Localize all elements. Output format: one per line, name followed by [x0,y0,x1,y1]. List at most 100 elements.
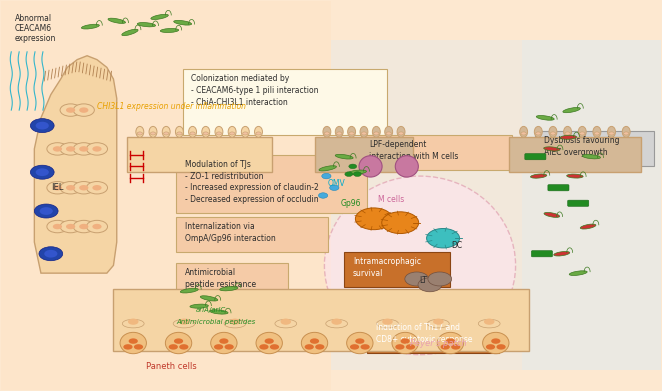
Ellipse shape [108,18,126,23]
Circle shape [336,132,342,135]
Circle shape [609,132,614,135]
Text: Dysbiosis favouring
AIEC overgrowth: Dysbiosis favouring AIEC overgrowth [544,136,620,157]
Text: LPF-dependent
interaction with M cells: LPF-dependent interaction with M cells [369,140,459,161]
Circle shape [260,344,269,350]
Ellipse shape [544,212,559,217]
Circle shape [93,185,101,190]
Text: DC: DC [451,242,462,251]
Circle shape [39,247,63,261]
Circle shape [491,338,500,344]
Circle shape [496,344,506,350]
FancyBboxPatch shape [176,264,288,298]
Text: IEL: IEL [51,183,63,192]
Text: arlA/arlC: arlA/arlC [196,307,226,313]
Ellipse shape [335,126,343,137]
Circle shape [30,165,54,179]
Circle shape [580,132,585,135]
Circle shape [361,344,370,350]
Ellipse shape [301,332,328,354]
Ellipse shape [347,332,373,354]
Ellipse shape [534,126,542,137]
Circle shape [345,172,353,176]
Ellipse shape [175,126,183,137]
Circle shape [34,204,58,218]
Circle shape [451,344,460,350]
Circle shape [66,185,75,190]
Ellipse shape [215,126,223,137]
Circle shape [216,132,222,135]
Circle shape [87,143,107,155]
Ellipse shape [553,251,570,256]
Circle shape [382,319,393,325]
Circle shape [315,344,324,350]
Circle shape [36,122,49,129]
Text: Peyer's patch: Peyer's patch [410,339,467,348]
Circle shape [179,344,189,350]
Ellipse shape [622,126,630,137]
Circle shape [79,224,89,229]
Circle shape [355,208,393,230]
FancyBboxPatch shape [367,318,499,353]
Ellipse shape [563,126,571,137]
Circle shape [87,181,107,194]
Ellipse shape [173,319,195,328]
Circle shape [624,132,629,135]
Ellipse shape [254,126,262,137]
Circle shape [354,172,361,176]
Circle shape [79,185,89,190]
Text: Antimicrobial
peptide resistance: Antimicrobial peptide resistance [185,269,256,289]
Circle shape [361,132,367,135]
Ellipse shape [189,126,197,137]
Ellipse shape [173,20,191,25]
Circle shape [349,164,357,169]
Ellipse shape [563,108,581,113]
FancyBboxPatch shape [525,154,546,160]
Ellipse shape [608,126,616,137]
Ellipse shape [81,24,99,29]
Ellipse shape [395,156,418,177]
Circle shape [179,319,189,325]
Text: Modulation of TJs
- ZO-1 redistribution
- Increased expression of claudin-2
- De: Modulation of TJs - ZO-1 redistribution … [185,160,318,204]
Ellipse shape [385,126,393,137]
Circle shape [399,132,404,135]
Circle shape [330,185,339,190]
Ellipse shape [224,319,246,328]
Circle shape [164,132,169,135]
Ellipse shape [520,126,528,137]
Ellipse shape [323,126,331,137]
Circle shape [47,181,68,194]
Circle shape [66,224,75,229]
Ellipse shape [397,126,405,137]
Text: Colonization mediated by
- CEACAM6-type 1 pili interaction
- ChiA-CHI3L1 interac: Colonization mediated by - CEACAM6-type … [191,74,318,107]
FancyBboxPatch shape [536,131,654,167]
Circle shape [433,319,444,325]
Circle shape [310,338,319,344]
Circle shape [486,344,495,350]
Ellipse shape [122,29,138,36]
Circle shape [224,344,234,350]
FancyBboxPatch shape [567,200,589,206]
Circle shape [73,104,95,116]
Ellipse shape [536,115,554,120]
Circle shape [305,344,314,350]
Circle shape [281,319,291,325]
Ellipse shape [483,332,509,354]
Circle shape [406,344,415,350]
Circle shape [60,143,81,155]
Ellipse shape [560,135,577,139]
Circle shape [150,132,156,135]
Circle shape [230,319,240,325]
Circle shape [60,181,81,194]
Ellipse shape [120,332,146,354]
Circle shape [87,221,107,233]
Ellipse shape [326,319,348,328]
Ellipse shape [166,332,192,354]
FancyBboxPatch shape [522,40,661,370]
Circle shape [128,319,138,325]
Ellipse shape [581,224,596,229]
Ellipse shape [428,319,449,328]
Circle shape [270,344,279,350]
Circle shape [219,338,228,344]
Polygon shape [34,56,117,273]
Ellipse shape [479,319,500,328]
